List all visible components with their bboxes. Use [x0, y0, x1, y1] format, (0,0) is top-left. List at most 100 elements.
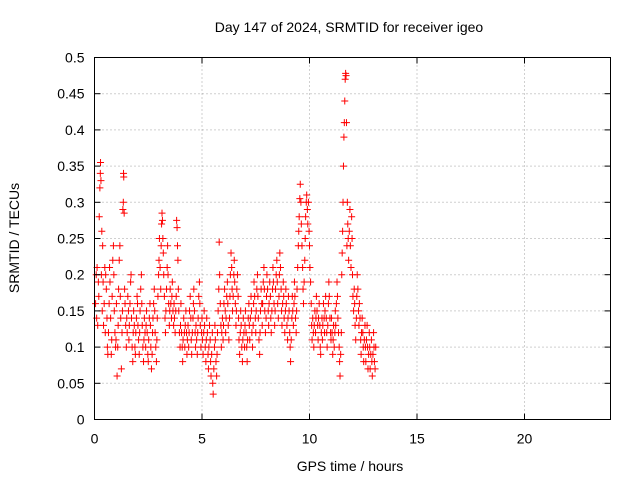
y-tick-label: 0.2 — [65, 267, 85, 283]
data-point — [113, 372, 121, 380]
data-point — [333, 292, 341, 300]
y-tick-label: 0.3 — [65, 194, 85, 210]
data-point — [332, 321, 340, 329]
data-point — [170, 300, 178, 308]
x-axis-label: GPS time / hours — [297, 458, 404, 474]
data-point — [231, 300, 239, 308]
data-point — [189, 300, 197, 308]
y-tick-label: 0.25 — [57, 231, 84, 247]
data-point — [96, 184, 104, 192]
data-point — [303, 206, 311, 214]
x-tick-label: 5 — [198, 431, 206, 447]
data-point — [156, 263, 164, 271]
data-point — [369, 350, 377, 358]
data-point — [295, 227, 303, 235]
data-point — [305, 227, 313, 235]
data-point — [339, 162, 347, 170]
data-point — [291, 292, 299, 300]
data-point — [120, 209, 128, 217]
data-point — [306, 263, 314, 271]
data-point — [110, 307, 118, 315]
data-point — [325, 292, 333, 300]
data-point — [102, 285, 110, 293]
data-point — [336, 372, 344, 380]
data-point — [109, 256, 117, 264]
data-point — [154, 292, 162, 300]
data-point — [276, 263, 284, 271]
data-point — [119, 198, 127, 206]
data-point — [271, 321, 279, 329]
data-point — [153, 336, 161, 344]
data-point — [115, 256, 123, 264]
data-point — [275, 271, 283, 279]
data-point — [355, 300, 363, 308]
data-point — [331, 307, 339, 315]
data-point — [243, 358, 251, 366]
data-point — [292, 314, 300, 322]
data-point — [100, 321, 108, 329]
data-point — [348, 213, 356, 221]
data-point — [174, 285, 182, 293]
data-point — [116, 292, 124, 300]
data-point — [150, 300, 158, 308]
data-point — [299, 263, 307, 271]
data-point — [126, 300, 134, 308]
data-point — [335, 343, 343, 351]
data-point — [258, 321, 266, 329]
data-point — [104, 329, 112, 337]
data-point — [111, 329, 119, 337]
data-point — [337, 329, 345, 337]
data-point — [95, 292, 103, 300]
data-point — [160, 292, 168, 300]
data-point — [233, 285, 241, 293]
data-point — [110, 271, 118, 279]
data-point — [299, 300, 307, 308]
data-point — [195, 278, 203, 286]
data-point — [108, 292, 116, 300]
data-point — [286, 329, 294, 337]
data-point — [152, 343, 160, 351]
data-point — [323, 343, 331, 351]
data-point — [159, 235, 167, 242]
data-point — [307, 300, 315, 308]
data-point — [338, 249, 346, 257]
data-point — [172, 292, 180, 300]
data-points — [92, 69, 380, 398]
data-point — [370, 329, 378, 337]
data-point — [337, 350, 345, 358]
data-point — [224, 321, 232, 329]
data-point — [158, 209, 166, 217]
data-point — [236, 350, 244, 358]
y-tick-label: 0.5 — [65, 50, 85, 66]
data-point — [224, 300, 232, 308]
data-point — [321, 307, 329, 315]
data-point — [368, 372, 376, 380]
data-point — [241, 307, 249, 315]
data-point — [230, 256, 238, 264]
data-point — [114, 321, 122, 329]
data-point — [353, 271, 361, 279]
data-point — [287, 336, 295, 344]
data-point — [145, 336, 153, 344]
data-point — [195, 292, 203, 300]
data-point — [143, 307, 151, 315]
y-axis-label: SRMTID / TECUs — [6, 183, 22, 293]
data-point — [346, 206, 354, 214]
data-point — [293, 307, 301, 315]
data-point — [92, 300, 100, 308]
data-point — [227, 249, 235, 257]
data-point — [359, 329, 367, 337]
data-point — [125, 336, 133, 344]
data-point — [175, 307, 183, 315]
data-point — [231, 278, 239, 286]
data-point — [250, 278, 258, 286]
data-point — [102, 271, 110, 279]
data-point — [146, 321, 154, 329]
data-point — [339, 227, 347, 235]
data-point — [213, 350, 221, 358]
data-point — [340, 133, 348, 141]
data-point — [164, 271, 172, 279]
data-point — [313, 307, 321, 315]
data-point — [103, 343, 111, 351]
data-point — [250, 300, 258, 308]
